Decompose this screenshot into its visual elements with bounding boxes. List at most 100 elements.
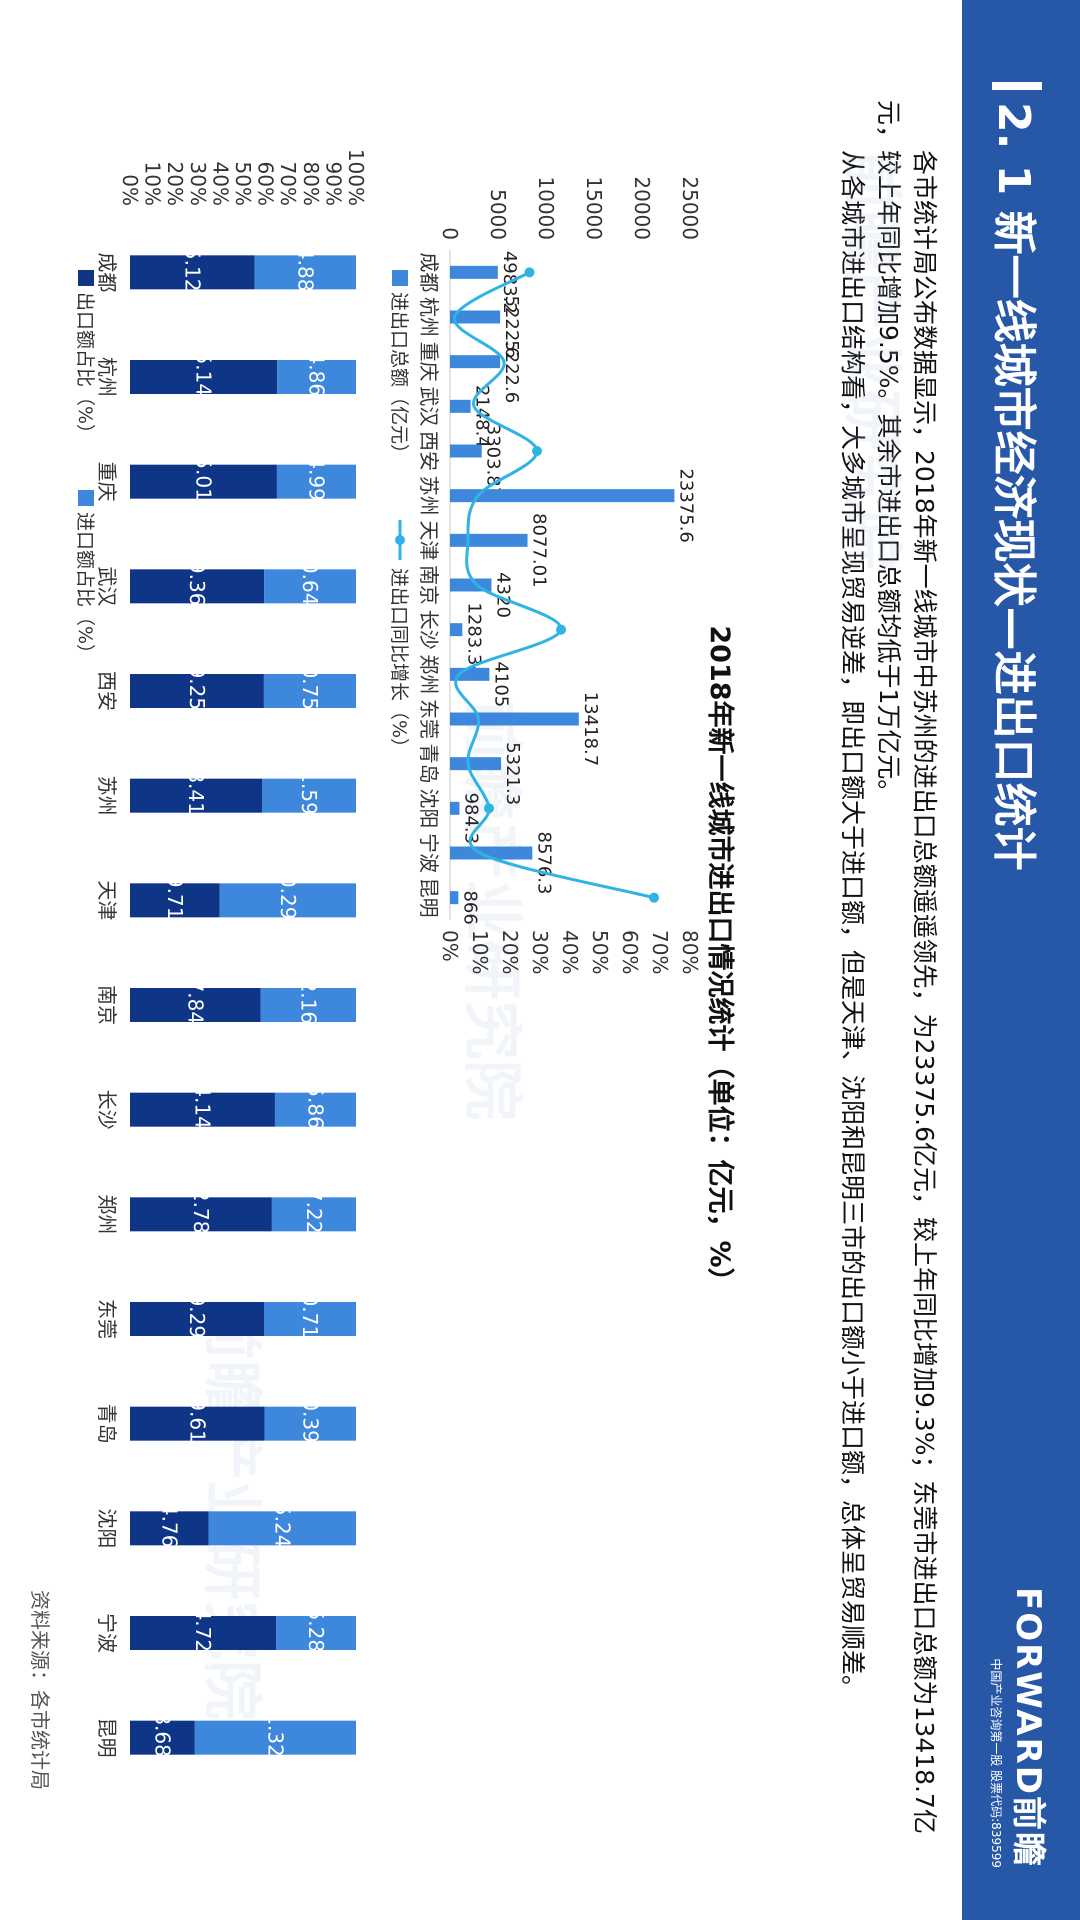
bar [450,355,501,369]
x-tick-label: 杭州 [95,357,119,397]
y-tick-label: 30% [186,162,210,206]
x-tick-label: 长沙 [95,1090,119,1130]
bar [449,265,498,279]
import-bar [263,674,356,708]
bar-value-label: 5321.3 [502,742,523,805]
import-bar [264,569,356,604]
y-right-tick-label: 80% [678,930,700,974]
export-bar [129,778,263,813]
growth-line-point [532,446,542,456]
y-tick-label: 70% [276,162,300,206]
source-note: 资料来源：各市统计局 [28,1590,52,1790]
import-value-label: 71.32% [263,1700,287,1776]
y-right-tick-label: 60% [618,930,642,974]
export-bar [129,1092,275,1127]
import-bar [277,360,356,394]
export-value-label: 59.36% [185,548,209,624]
bar [450,310,501,324]
export-value-label: 55.12% [180,234,204,310]
x-tick-label: 沈阳 [417,788,441,828]
export-bar [130,1406,265,1441]
growth-line-point [524,267,535,278]
x-tick-label: 郑州 [95,1194,119,1234]
x-tick-label: 宁波 [95,1613,119,1653]
brand-logo: FORWARD前瞻 中国产业咨询第一股 股票代码:839599 [988,1587,1056,1868]
y-left-tick-label: 25000 [678,176,700,240]
import-value-label: 35.86% [303,1072,327,1148]
bar [449,489,675,503]
export-bar [130,1616,277,1650]
x-tick-label: 天津 [95,880,119,920]
x-tick-label: 杭州 [417,297,441,337]
x-tick-label: 西安 [417,431,441,471]
export-bar [130,360,278,394]
intro-paragraph-1: 各市统计局公布数据显示，2018年新一线城市中苏州的进出口总额遥遥领先，为233… [874,100,939,1834]
stacked-chart: 0%10%20%30%40%50%60%70%80%90%100% 55.12% 4… [74,149,368,1776]
y-tick-label: 20% [163,162,187,206]
y-tick-label: 0% [118,174,142,206]
legend-bar-swatch [392,270,408,286]
bar-value-label: 8576.3 [533,832,554,895]
header-accent-bar [992,82,1042,90]
x-tick-label: 沈阳 [95,1508,119,1548]
export-value-label: 34.76% [157,1490,181,1566]
bar-value-label: 4320 [492,572,513,618]
bar [449,444,482,458]
x-tick-label: 天津 [417,520,441,560]
page-title: 2. 1 新一线城市经济现状—进出口统计 [988,102,1039,871]
bar-value-label: 5222.6 [501,340,522,403]
bar [450,667,490,681]
chart-title: 2018年新一线城市进出口情况统计（单位：亿元，%） [704,625,735,1295]
y-left-tick-label: 0 [438,227,462,240]
logo-text: FORWARD前瞻 [1008,1586,1048,1868]
import-value-label: 40.39% [298,1386,322,1462]
y-left-tick-label: 5000 [486,189,510,240]
y-right-tick-label: 0% [438,930,462,962]
x-tick-label: 成都 [95,252,119,292]
y-tick-label: 40% [208,162,232,206]
y-right-tick-label: 50% [588,930,612,974]
y-left-tick-label: 15000 [582,176,606,240]
import-value-label: 40.71% [298,1281,322,1357]
bar [450,801,460,815]
y-right-tick-label: 40% [558,930,582,974]
y-right-tick-label: 10% [468,930,492,974]
legend-export-label: 出口额占比（%） [74,292,96,443]
export-bar [130,1720,195,1755]
export-value-label: 59.29% [185,1281,209,1357]
import-value-label: 35.28% [304,1595,328,1671]
y-right-tick-label: 70% [648,930,672,974]
export-bar [130,988,261,1022]
bar [449,757,502,771]
export-value-label: 62.78% [189,1176,213,1252]
y-left-tick-label: 20000 [630,176,654,240]
y-tick-label: 50% [231,162,255,206]
import-bar [254,255,356,290]
intro-text: 各市统计局公布数据显示，2018年新一线城市中苏州的进出口总额遥遥领先，为233… [834,100,942,1860]
x-tick-label: 苏州 [417,476,441,516]
import-bar [219,883,356,918]
bar [450,623,463,637]
export-value-label: 28.68% [150,1700,174,1776]
export-value-label: 65.01% [191,444,215,520]
export-bar [130,883,220,918]
legend-line-label: 进出口同比增长（%） [388,568,410,757]
y-tick-label: 90% [321,162,345,206]
import-value-label: 37.22% [302,1176,326,1252]
export-value-label: 58.41% [184,758,208,834]
logo-subtitle: 中国产业咨询第一股 股票代码:839599 [989,1658,1003,1868]
growth-line-point [556,624,566,635]
import-bar [194,1720,356,1755]
export-bar [129,1302,264,1336]
x-tick-label: 南京 [95,985,119,1025]
header-bar: 2. 1 新一线城市经济现状—进出口统计 FORWARD前瞻 中国产业咨询第一股… [962,0,1080,1920]
y-right-tick-label: 20% [498,930,522,974]
x-tick-label: 成都 [417,252,441,292]
import-bar [264,1406,356,1441]
y-right-tick-label: 30% [528,930,552,974]
export-bar [130,255,255,290]
import-bar [271,1197,356,1232]
bar [449,891,459,905]
import-value-label: 34.99% [304,444,328,520]
